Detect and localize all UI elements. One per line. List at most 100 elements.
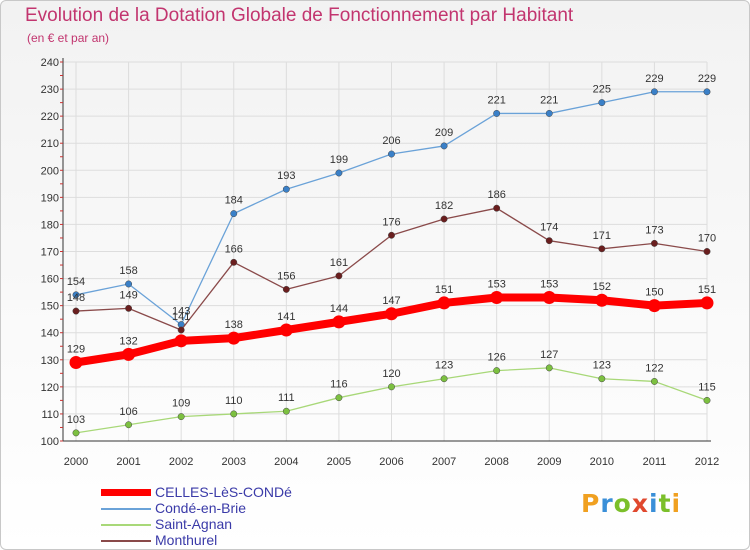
y-tick-label: 190 bbox=[41, 192, 59, 204]
data-point bbox=[388, 150, 395, 158]
data-label: 116 bbox=[330, 379, 348, 391]
data-point bbox=[650, 377, 658, 385]
data-point bbox=[598, 99, 606, 107]
data-label: 103 bbox=[67, 414, 85, 426]
data-label: 186 bbox=[487, 189, 505, 201]
series bbox=[69, 88, 714, 437]
data-label: 149 bbox=[119, 289, 137, 301]
x-tick-label: 2003 bbox=[222, 456, 246, 468]
data-label: 176 bbox=[382, 216, 400, 228]
data-label: 151 bbox=[435, 284, 453, 296]
chart-title: Evolution de la Dotation Globale de Fonc… bbox=[25, 5, 574, 26]
data-label: 141 bbox=[277, 311, 295, 323]
data-label: 123 bbox=[435, 360, 453, 372]
x-tick-label: 2012 bbox=[695, 456, 719, 468]
x-tick-label: 2001 bbox=[116, 456, 140, 468]
data-point bbox=[647, 299, 661, 313]
data-point bbox=[650, 88, 658, 96]
data-point bbox=[72, 429, 80, 437]
y-tick-label: 230 bbox=[41, 84, 59, 96]
y-tick-label: 160 bbox=[41, 274, 59, 286]
y-tick-label: 130 bbox=[41, 355, 59, 367]
legend: CELLES-LèS-CONDé Condé-en-Brie Saint-Agn… bbox=[101, 484, 341, 549]
data-label: 115 bbox=[698, 381, 716, 393]
data-point bbox=[493, 109, 501, 117]
data-label: 123 bbox=[593, 360, 611, 372]
data-point bbox=[335, 394, 343, 402]
logo-letter: P bbox=[581, 489, 601, 518]
data-label: 158 bbox=[119, 265, 137, 277]
data-label: 151 bbox=[698, 284, 716, 296]
data-point bbox=[493, 204, 501, 212]
legend-swatch-monthurel bbox=[101, 540, 151, 542]
data-point bbox=[493, 367, 501, 375]
x-tick-label: 2006 bbox=[379, 456, 403, 468]
data-point bbox=[595, 293, 609, 307]
data-label: 174 bbox=[540, 222, 558, 234]
legend-label: Saint-Agnan bbox=[155, 516, 233, 532]
data-point bbox=[122, 347, 136, 361]
logo-letter: i bbox=[649, 489, 659, 518]
x-tick-label: 2000 bbox=[64, 456, 88, 468]
data-point bbox=[542, 291, 556, 305]
data-label: 170 bbox=[698, 233, 716, 245]
data-point bbox=[598, 375, 606, 383]
data-point bbox=[703, 88, 711, 96]
data-label: 209 bbox=[435, 127, 453, 139]
legend-swatch-celles bbox=[101, 489, 151, 496]
logo-letter: o bbox=[613, 489, 632, 518]
data-point bbox=[545, 364, 553, 372]
data-point bbox=[545, 109, 553, 117]
y-tick-label: 110 bbox=[41, 409, 59, 421]
legend-label: Monthurel bbox=[155, 532, 218, 548]
logo-letter: t bbox=[658, 489, 672, 518]
legend-item[interactable]: Condé-en-Brie bbox=[101, 500, 341, 517]
data-point bbox=[700, 296, 714, 310]
chart-subtitle: (en € et par an) bbox=[27, 31, 110, 45]
data-point bbox=[598, 245, 606, 253]
data-label: 109 bbox=[172, 398, 190, 410]
data-label: 111 bbox=[278, 392, 295, 404]
data-label: 166 bbox=[225, 243, 243, 255]
data-label: 122 bbox=[645, 362, 663, 374]
data-point bbox=[440, 375, 448, 383]
data-label: 161 bbox=[330, 257, 348, 269]
data-label: 150 bbox=[645, 287, 663, 299]
legend-item[interactable]: Saint-Agnan bbox=[101, 516, 341, 533]
x-tick-label: 2008 bbox=[484, 456, 508, 468]
data-point bbox=[177, 413, 185, 421]
data-label: 221 bbox=[487, 94, 505, 106]
data-label: 193 bbox=[277, 170, 295, 182]
data-label: 206 bbox=[382, 135, 400, 147]
data-label: 154 bbox=[67, 276, 85, 288]
data-point bbox=[385, 307, 398, 321]
data-point bbox=[177, 326, 185, 334]
data-label: 156 bbox=[277, 270, 295, 282]
data-point bbox=[72, 307, 80, 315]
y-tick-label: 150 bbox=[41, 301, 59, 313]
data-point bbox=[545, 237, 553, 245]
axes: 100 110 120 130 140 150 160 170 180 190 200 210 220 2… bbox=[41, 57, 720, 468]
data-label: 143 bbox=[172, 306, 190, 318]
grid bbox=[63, 61, 708, 442]
proxiti-logo: Proxiti bbox=[581, 489, 681, 518]
data-label: 106 bbox=[119, 406, 137, 418]
data-label: 182 bbox=[435, 200, 453, 212]
x-tick-label: 2005 bbox=[327, 456, 351, 468]
legend-item[interactable]: CELLES-LèS-CONDé bbox=[101, 484, 341, 501]
x-tick-label: 2009 bbox=[537, 456, 561, 468]
data-point bbox=[282, 407, 290, 415]
data-label: 148 bbox=[67, 292, 85, 304]
data-label: 147 bbox=[382, 295, 400, 307]
x-tick-label: 2007 bbox=[432, 456, 456, 468]
data-label: 129 bbox=[67, 343, 85, 355]
data-label: 144 bbox=[330, 303, 348, 315]
data-point bbox=[72, 291, 80, 299]
y-tick-label: 100 bbox=[41, 436, 59, 448]
y-tick-label: 220 bbox=[41, 111, 59, 123]
data-labels: 129 132 138 141 144 147 151 153 153 152 150 151 154 1… bbox=[67, 73, 716, 426]
legend-item[interactable]: Monthurel bbox=[101, 532, 341, 549]
data-point bbox=[437, 296, 451, 310]
data-label: 153 bbox=[487, 279, 505, 291]
data-point bbox=[125, 304, 133, 312]
